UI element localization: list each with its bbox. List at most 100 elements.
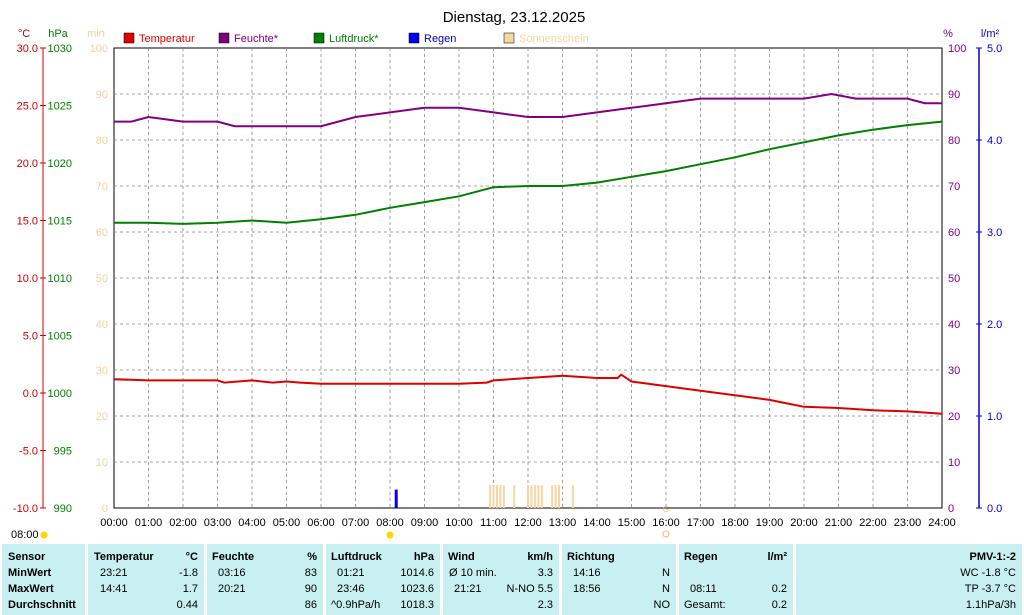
x-tick-label: 04:00 (238, 517, 266, 529)
hum-header: Feuchte (212, 551, 255, 563)
stats-direction: Richtung 14:16 N 18:56 N NO (562, 544, 676, 615)
dir-min-time: 14:16 (573, 567, 601, 579)
dir-avg-value: NO (653, 599, 671, 611)
x-tick-label: 17:00 (687, 517, 715, 529)
x-tick-label: 23:00 (894, 517, 922, 529)
x-tick-label: 20:00 (790, 517, 818, 529)
hum-min-value: 83 (304, 567, 317, 579)
pressure-tick-label: 995 (54, 446, 72, 458)
pmv-header: PMV-1:-2 (969, 551, 1016, 563)
press-avg-value: 1018.3 (400, 599, 434, 611)
x-tick-label: 06:00 (307, 517, 335, 529)
temp-tick-label: 5.0 (23, 331, 38, 343)
sunshine-bar (571, 485, 574, 508)
legend-rain: Regen (408, 32, 456, 45)
dir-max-value: N (662, 583, 670, 595)
sun-tick-label: 80 (96, 135, 108, 147)
x-tick-label: 01:00 (135, 517, 163, 529)
series (113, 92, 943, 508)
weather-chart: Dienstag, 23.12.2025 °C hPa min % l/m² T… (11, 9, 1002, 541)
rain-tick-label: 5.0 (987, 43, 1002, 55)
temp-tick-label: 15.0 (17, 216, 38, 228)
rain-tick-label: 3.0 (987, 227, 1002, 239)
sun-tick-label: 20 (96, 411, 108, 423)
legend: Temperatur Feuchte* Luftdruck* Regen Son… (123, 32, 589, 45)
x-tick-label: 07:00 (342, 517, 370, 529)
humidity-tick-label: 40 (948, 319, 960, 331)
rain-max-value: 0.2 (771, 583, 787, 595)
humidity-tick-label: 50 (948, 273, 960, 285)
legend-sunshine: Sonnenschein (503, 32, 589, 45)
legend-pressure: Luftdruck* (313, 32, 379, 45)
temp-max-value: 1.7 (182, 583, 198, 595)
axis-ticks: 30.025.020.015.010.05.00.0-5.0-10.010301… (13, 43, 1002, 515)
sunshine-bar (533, 485, 536, 508)
pressure-tick-label: 1015 (48, 216, 72, 228)
x-tick-label: 16:00 (652, 517, 680, 529)
humidity-axis-unit: % (943, 28, 953, 40)
sun-tick-label: 100 (90, 43, 108, 55)
temp-max-time: 14:41 (100, 583, 128, 595)
press-min-time: 01:21 (337, 567, 365, 579)
humidity-tick-label: 30 (948, 365, 960, 377)
stats-wind: Wind km/h Ø 10 min. 3.3 21:21 N-NO 5.5 2.3 (443, 544, 559, 615)
humidity-tick-label: 80 (948, 135, 960, 147)
temp-min-value: -1.8 (179, 567, 198, 579)
x-tick-label: 02:00 (169, 517, 197, 529)
dir-max-time: 18:56 (573, 583, 601, 595)
rain-tick-label: 1.0 (987, 411, 1002, 423)
dir-header: Richtung (567, 551, 615, 563)
temp-tick-label: 25.0 (17, 101, 38, 113)
sunshine-bar (558, 485, 561, 508)
wind-min-value: 3.3 (537, 567, 553, 579)
legend-rain-label: Regen (424, 33, 456, 45)
temp-tick-label: -10.0 (13, 503, 38, 515)
wind-max-value: N-NO 5.5 (506, 583, 553, 595)
sunrise-time: 08:00 (11, 529, 39, 541)
x-tick-label: 19:00 (756, 517, 784, 529)
legend-temperature: Temperatur (123, 32, 195, 45)
press-max-value: 1023.6 (400, 583, 434, 595)
rain-tick-label: 4.0 (987, 135, 1002, 147)
pmv-dewpoint: TP -3.7 °C (964, 583, 1016, 595)
sunshine-bar (513, 485, 516, 508)
x-tick-label: 22:00 (859, 517, 887, 529)
sun-tick-label: 60 (96, 227, 108, 239)
grid (114, 48, 942, 508)
temp-tick-label: 30.0 (17, 43, 38, 55)
pressure-axis-unit: hPa (48, 28, 68, 40)
x-tick-label: 21:00 (825, 517, 853, 529)
legend-humidity-label: Feuchte* (234, 33, 279, 45)
temp-avg-value: 0.44 (176, 599, 198, 611)
humidity-tick-label: 10 (948, 457, 960, 469)
temp-unit: °C (185, 551, 198, 563)
humidity-tick-label: 70 (948, 181, 960, 193)
stats-min-label: MinWert (8, 567, 52, 579)
wind-max-time: 21:21 (454, 583, 482, 595)
sun-tick-label: 90 (96, 89, 108, 101)
legend-pressure-label: Luftdruck* (329, 33, 379, 45)
rain-tick-label: 0.0 (987, 503, 1002, 515)
sunshine-bar (537, 485, 540, 508)
sunshine-bar (492, 485, 495, 508)
sunrise-marker: 08:00 (11, 529, 48, 541)
rain-total-label: Gesamt: (684, 599, 726, 611)
pressure-line (114, 120, 943, 225)
pressure-tick-label: 1010 (48, 273, 72, 285)
legend-sunshine-label: Sonnenschein (519, 33, 589, 45)
temp-tick-label: 10.0 (17, 273, 38, 285)
wind-min-label: Ø 10 min. (449, 567, 497, 579)
humidity-tick-label: 0 (948, 503, 954, 515)
dir-min-value: N (662, 567, 670, 579)
temp-header: Temperatur (94, 551, 154, 563)
stats-humidity: Feuchte% 03:16 83 20:21 90 86 (207, 544, 323, 615)
x-tick-label: 14:00 (583, 517, 611, 529)
sunshine-bar (495, 485, 498, 508)
sun-axis-unit: min (87, 28, 105, 40)
x-axis: 00:00 01:00 02:00 03:00 04:00 05:00 06:00 07:00… (100, 505, 956, 539)
sunshine-bar (530, 485, 533, 508)
pressure-tick-label: 990 (54, 503, 72, 515)
pmv-windchill: WC -1.8 °C (960, 567, 1016, 579)
pressure-tick-label: 1005 (48, 331, 72, 343)
x-tick-label: 18:00 (721, 517, 749, 529)
